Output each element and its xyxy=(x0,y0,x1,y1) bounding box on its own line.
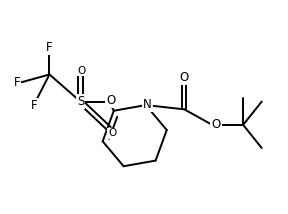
Text: O: O xyxy=(211,117,221,131)
Text: F: F xyxy=(14,76,20,89)
Text: N: N xyxy=(143,98,152,111)
Text: O: O xyxy=(77,66,85,76)
Text: O: O xyxy=(106,94,115,107)
Text: O: O xyxy=(108,128,116,138)
Text: F: F xyxy=(46,41,53,54)
Text: O: O xyxy=(180,71,189,84)
Text: S: S xyxy=(77,95,84,108)
Text: F: F xyxy=(31,99,37,112)
